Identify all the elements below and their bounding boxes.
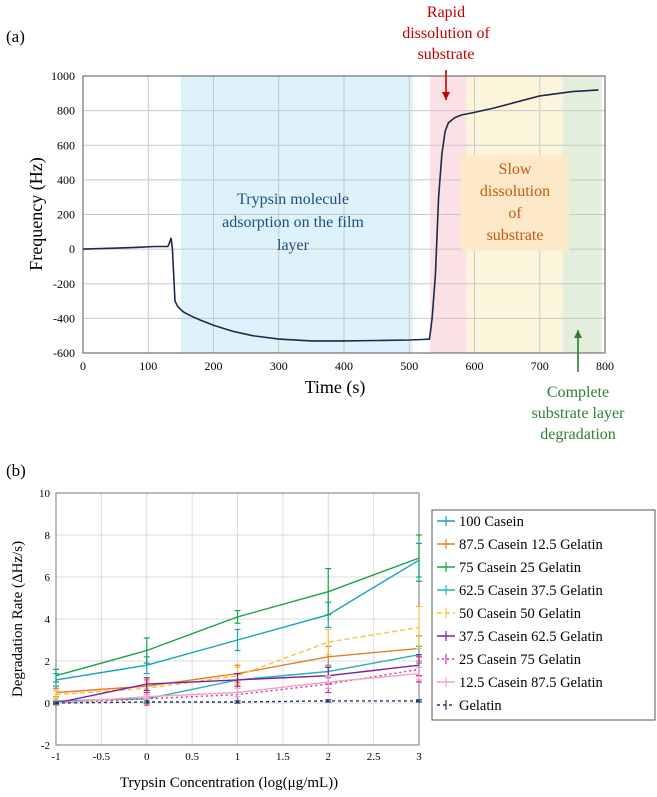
region-adsorption-label: Trypsin molecule bbox=[237, 191, 349, 208]
panel-b-x-tick-label: -1 bbox=[51, 751, 60, 763]
panel-a-plot-frame bbox=[82, 75, 606, 354]
panel-b-x-tick-label: 0 bbox=[144, 751, 150, 763]
legend-entry: 25 Casein 75 Gelatin bbox=[459, 652, 582, 668]
panel-a-y-tick-label: -600 bbox=[53, 346, 75, 360]
region-slow-label: of bbox=[508, 205, 522, 222]
panel-a-x-tick-label: 400 bbox=[335, 359, 353, 373]
panel-b-y-tick-label: 4 bbox=[45, 614, 51, 626]
panel-a-y-tick-label: 800 bbox=[57, 104, 75, 118]
region-complete-label: degradation bbox=[540, 426, 616, 443]
panel-b-x-tick-label: 2 bbox=[326, 751, 332, 763]
panel-b-x-tick-label: 1 bbox=[235, 751, 241, 763]
region-slow-label: substrate bbox=[487, 227, 544, 244]
panel-b-y-tick-label: 2 bbox=[45, 656, 51, 668]
region-complete-label: Complete bbox=[547, 384, 609, 401]
series-2 bbox=[53, 534, 422, 683]
region-complete-label: substrate layer bbox=[532, 405, 626, 422]
panel-b-x-tick-label: 0.5 bbox=[185, 751, 199, 763]
panel-b-x-axis-label: Trypsin Concentration (log(μg/mL)) bbox=[120, 775, 338, 791]
panel-a-x-tick-label: 700 bbox=[531, 359, 549, 373]
panel-b-y-tick-label: 10 bbox=[39, 488, 51, 500]
region-rapid-label: dissolution of bbox=[402, 25, 490, 42]
region-adsorption-label: adsorption on the film bbox=[222, 214, 364, 231]
panel-a-y-tick-label: -400 bbox=[53, 311, 75, 325]
panel-b-y-tick-label: -2 bbox=[41, 740, 50, 752]
legend-entry: 50 Casein 50 Gelatin bbox=[459, 606, 582, 622]
panel-a-x-tick-label: 100 bbox=[139, 359, 157, 373]
panel-b-x-tick-label: 2.5 bbox=[367, 751, 381, 763]
panel-b-legend: 100 Casein 87.5 Casein 12.5 Gelatin 75 Cas… bbox=[431, 509, 656, 721]
complete-degradation-arrow-head bbox=[574, 330, 582, 338]
rapid-dissolution-arrow-head bbox=[442, 92, 450, 100]
panel-b-y-tick-label: 8 bbox=[45, 530, 51, 542]
panel-b-y-tick-label: 6 bbox=[45, 572, 51, 584]
panel-a-y-tick-label: 0 bbox=[69, 242, 75, 256]
panel-a-x-tick-label: 300 bbox=[270, 359, 288, 373]
panel-b-y-axis-label: Degradation Rate (ΔHz/s) bbox=[10, 541, 26, 697]
legend-entry: 87.5 Casein 12.5 Gelatin bbox=[459, 537, 604, 553]
region-rapid-label: substrate bbox=[418, 46, 475, 63]
legend-entry: Gelatin bbox=[459, 698, 502, 714]
region-rapid-label: Rapid bbox=[427, 4, 465, 21]
region-adsorption-label: layer bbox=[277, 237, 310, 254]
panel-a-label: (a) bbox=[6, 27, 25, 46]
panel-b-chart: (b) -1 -0.5 0 0.5 1 1.5 2 2.5 3 -2 0 2 4 6 8 10 Trypsin… bbox=[6, 461, 656, 791]
panel-a-x-tick-label: 500 bbox=[400, 359, 418, 373]
panel-b-x-tick-label: -0.5 bbox=[93, 751, 111, 763]
frequency-series-line bbox=[82, 89, 599, 342]
panel-a-y-tick-label: 400 bbox=[57, 173, 75, 187]
series-8 bbox=[53, 699, 422, 705]
legend-box bbox=[431, 509, 656, 721]
panel-a-y-tick-label: 200 bbox=[57, 208, 75, 222]
panel-a-x-tick-label: 600 bbox=[466, 359, 484, 373]
region-slow-label: dissolution bbox=[480, 183, 550, 200]
panel-a-x-tick-label: 800 bbox=[596, 359, 614, 373]
legend-entry: 75 Casein 25 Gelatin bbox=[459, 560, 582, 576]
panel-a-y-tick-label: 600 bbox=[57, 138, 75, 152]
region-slow-label: Slow bbox=[499, 161, 532, 178]
panel-b-label: (b) bbox=[6, 461, 26, 480]
panel-b-y-tick-label: 0 bbox=[45, 698, 51, 710]
region-slow-label-box bbox=[461, 155, 569, 251]
legend-entry: 100 Casein bbox=[459, 514, 525, 530]
legend-entry: 12.5 Casein 87.5 Gelatin bbox=[459, 675, 604, 691]
legend-entry: 62.5 Casein 37.5 Gelatin bbox=[459, 583, 604, 599]
panel-b-x-tick-label: 3 bbox=[416, 751, 422, 763]
panel-b-x-tick-label: 1.5 bbox=[276, 751, 290, 763]
panel-a-y-tick-label: 1000 bbox=[51, 69, 75, 83]
panel-a-x-axis-label: Time (s) bbox=[305, 377, 366, 398]
panel-a-x-tick-label: 200 bbox=[205, 359, 223, 373]
legend-entry: 37.5 Casein 62.5 Gelatin bbox=[459, 629, 604, 645]
panel-a-x-tick-label: 0 bbox=[80, 359, 86, 373]
panel-a-chart: (a) 0 100 200 300 400 500 600 700 800 -600 -400 -20… bbox=[6, 4, 625, 443]
panel-a-y-tick-label: -200 bbox=[53, 277, 75, 291]
panel-a-y-axis-label: Frequency (Hz) bbox=[26, 157, 47, 270]
